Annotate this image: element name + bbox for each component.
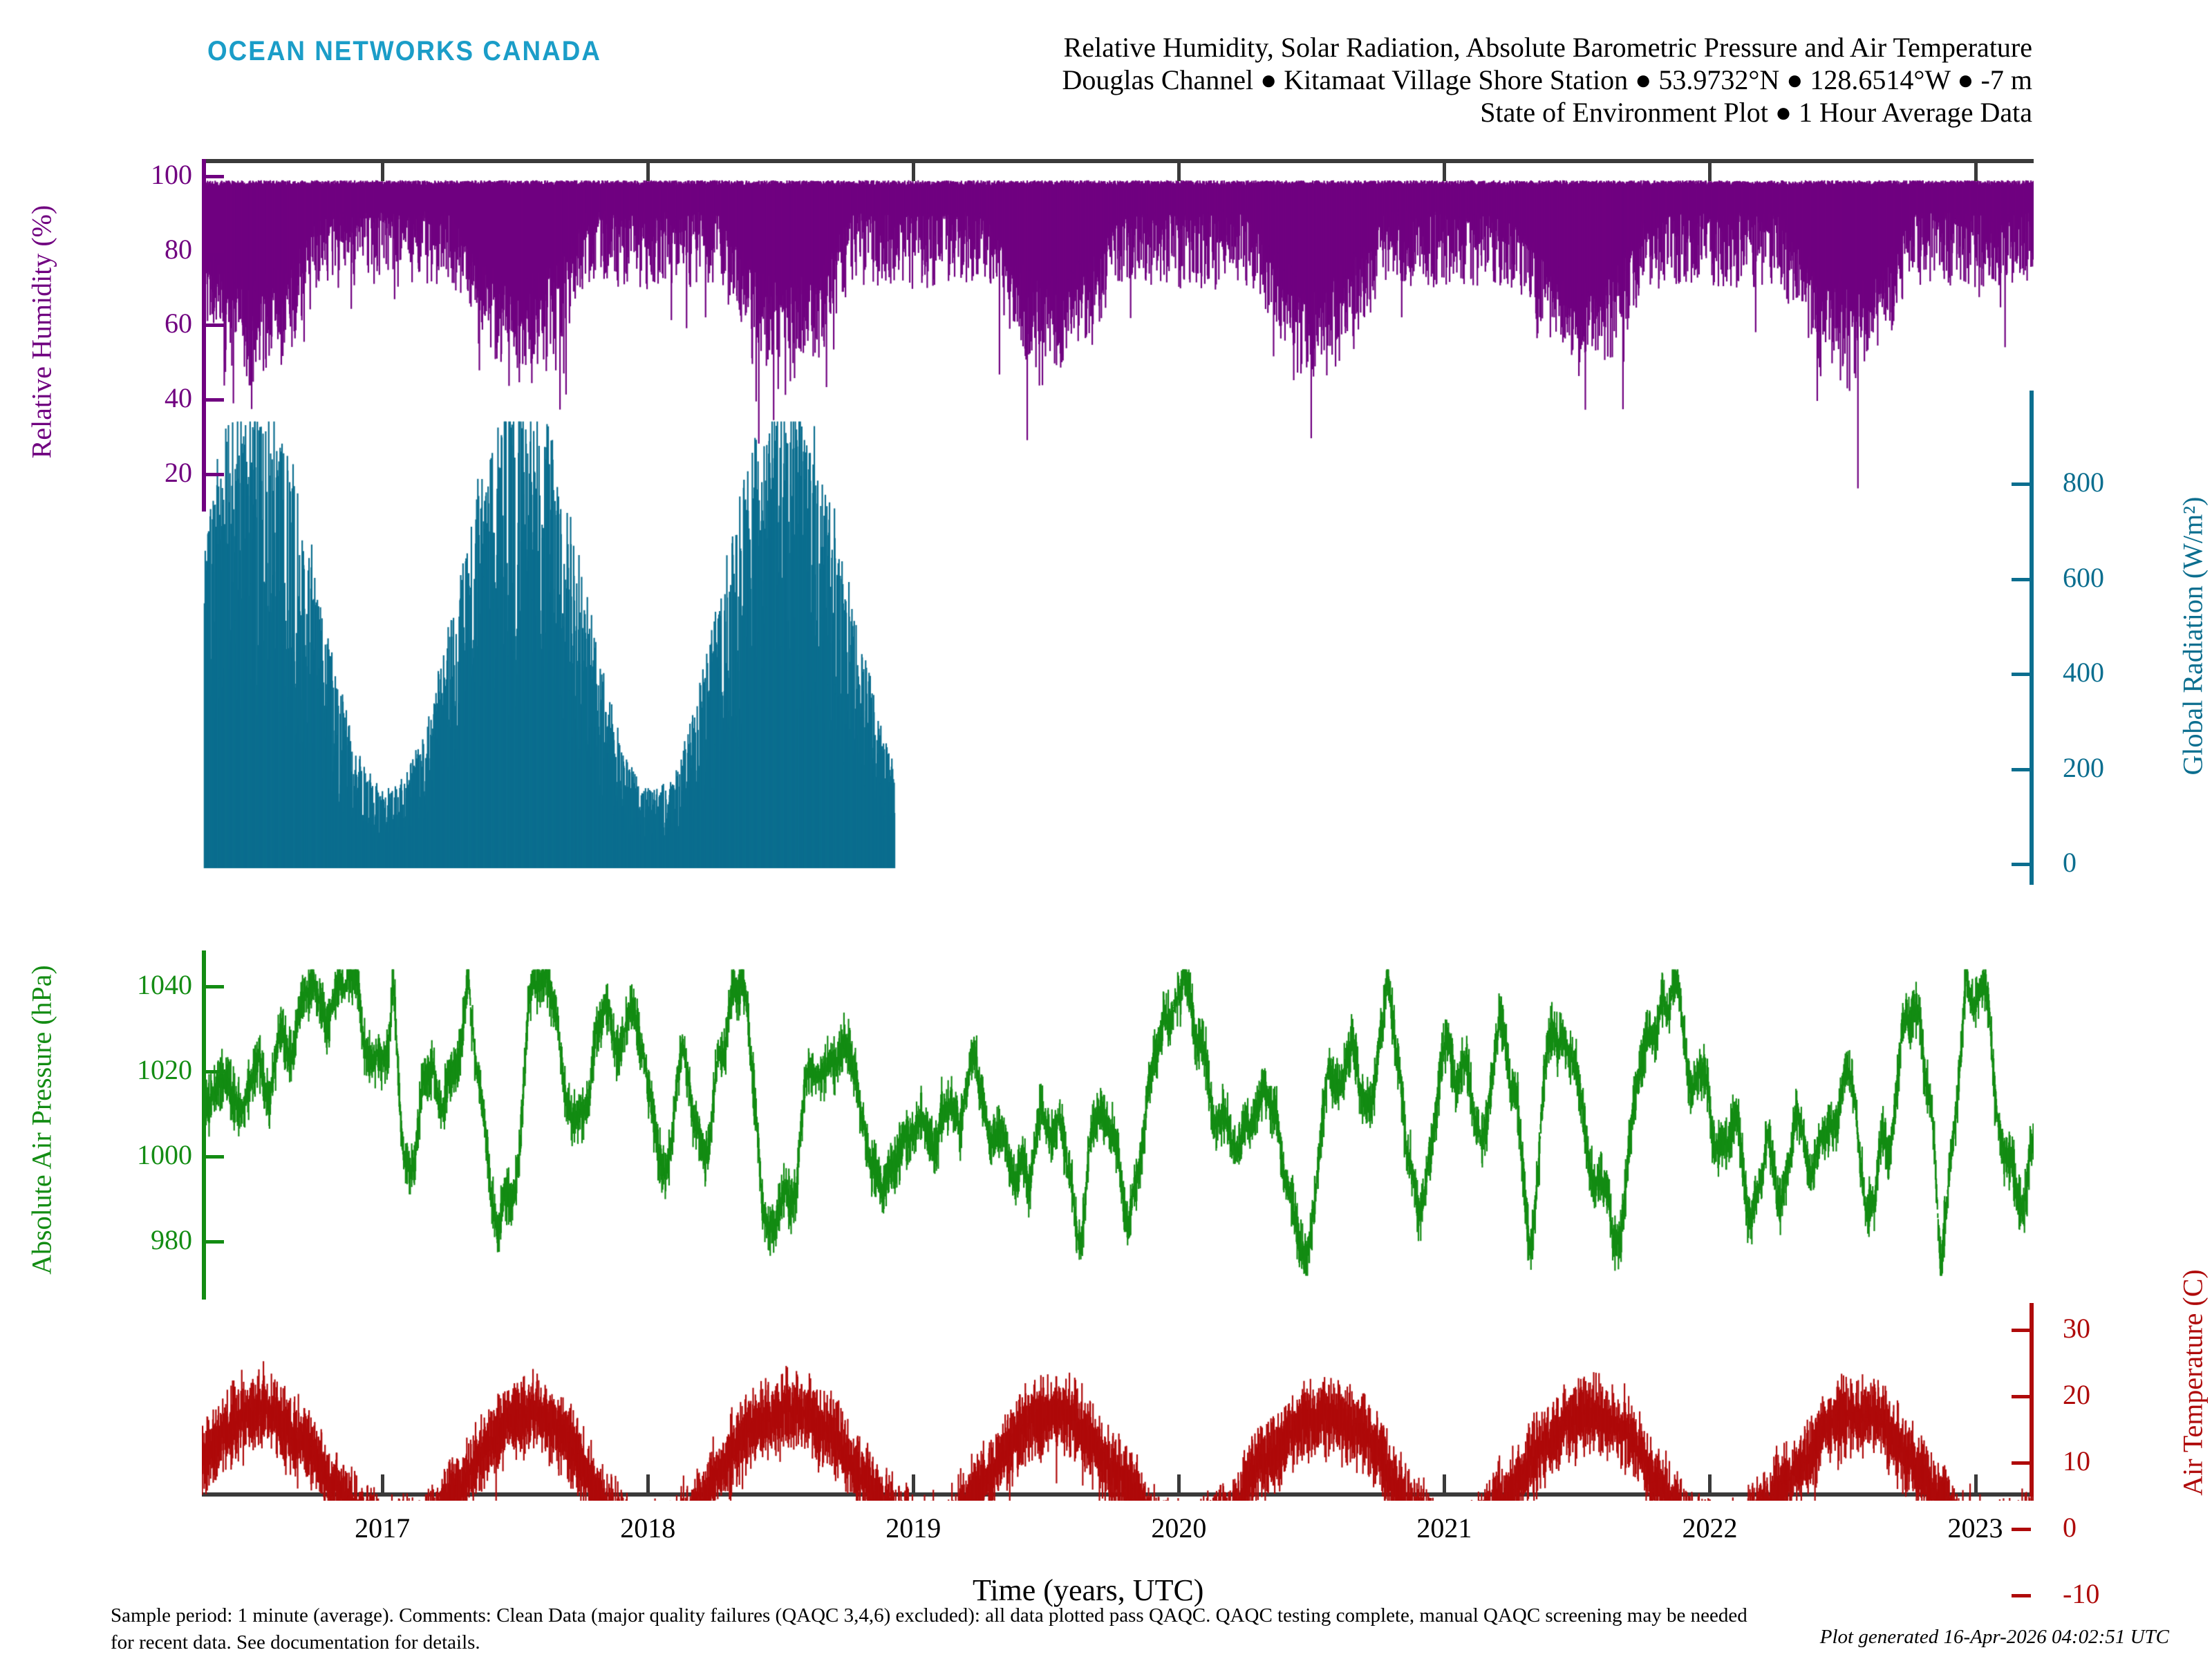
x-tick-label-2017: 2017 — [355, 1512, 411, 1544]
y-tick-label-global-radiation-2: 400 — [2063, 657, 2104, 688]
y-tick-label-air-temperature-4: 30 — [2063, 1312, 2090, 1344]
x-tick-label-2020: 2020 — [1151, 1512, 1207, 1544]
x-tick-label-2023: 2023 — [1947, 1512, 2003, 1544]
y-tick-air-temperature-1 — [2012, 1528, 2031, 1532]
y-tick-global-radiation-2 — [2012, 673, 2031, 676]
x-tick-2023 — [1974, 1474, 1978, 1492]
y-tick-global-radiation-0 — [2012, 863, 2031, 866]
x-tick-2019 — [912, 1474, 916, 1492]
x-tick-label-2018: 2018 — [620, 1512, 676, 1544]
y-tick-label-global-radiation-1: 200 — [2063, 751, 2104, 783]
axis-spine-2 — [202, 950, 206, 1300]
y-tick-label-relative-humidity-2: 60 — [165, 308, 192, 339]
x-tick-2018-top — [646, 163, 650, 181]
axis-spine-0 — [202, 159, 206, 512]
x-tick-label-2022: 2022 — [1682, 1512, 1738, 1544]
plot-title: Relative Humidity, Solar Radiation, Abso… — [1063, 32, 2032, 63]
timeseries-canvas — [202, 163, 2034, 1501]
y-tick-air-temperature-3 — [2012, 1394, 2031, 1398]
y-tick-label-air-temperature-3: 20 — [2063, 1378, 2090, 1410]
y-tick-label-global-radiation-4: 800 — [2063, 467, 2104, 498]
generated-timestamp: Plot generated 16-Apr-2026 04:02:51 UTC — [1819, 1626, 2169, 1648]
y-tick-absolute-air-pressure-1 — [205, 1155, 224, 1159]
y-tick-label-relative-humidity-1: 40 — [165, 382, 192, 414]
footnote-text: Sample period: 1 minute (average). Comme… — [111, 1604, 1747, 1653]
y-tick-label-global-radiation-3: 600 — [2063, 561, 2104, 593]
plot-area — [202, 159, 2034, 1501]
y-tick-absolute-air-pressure-2 — [205, 1070, 224, 1074]
x-tick-2021-top — [1443, 163, 1447, 181]
ocean-networks-canada-logo: OCEAN NETWORKS CANADA — [207, 36, 601, 66]
x-tick-2019-top — [912, 163, 916, 181]
y-tick-label-global-radiation-0: 0 — [2063, 847, 2077, 878]
x-tick-2020 — [1177, 1474, 1181, 1492]
y-tick-label-absolute-air-pressure-1: 1000 — [137, 1139, 192, 1171]
y-tick-label-air-temperature-0: -10 — [2063, 1578, 2100, 1610]
y-tick-air-temperature-2 — [2012, 1461, 2031, 1465]
axis-title-relative-humidity: Relative Humidity (%) — [26, 205, 57, 459]
x-tick-2017 — [381, 1474, 385, 1492]
y-tick-global-radiation-1 — [2012, 767, 2031, 771]
axis-title-absolute-air-pressure: Absolute Air Pressure (hPa) — [26, 965, 57, 1275]
y-tick-label-absolute-air-pressure-0: 980 — [151, 1224, 192, 1256]
y-tick-global-radiation-4 — [2012, 482, 2031, 486]
y-tick-label-absolute-air-pressure-3: 1040 — [137, 969, 192, 1001]
y-tick-label-relative-humidity-4: 100 — [151, 158, 192, 190]
y-tick-global-radiation-3 — [2012, 577, 2031, 581]
y-tick-label-relative-humidity-3: 80 — [165, 233, 192, 265]
y-tick-air-temperature-4 — [2012, 1328, 2031, 1332]
x-tick-2020-top — [1177, 163, 1181, 181]
x-tick-2021 — [1443, 1474, 1447, 1492]
x-tick-2018 — [646, 1474, 650, 1492]
x-axis-title: Time (years, UTC) — [973, 1573, 1204, 1607]
y-tick-absolute-air-pressure-3 — [205, 985, 224, 989]
axis-title-global-radiation: Global Radiation (W/m²) — [2177, 496, 2209, 776]
y-tick-relative-humidity-2 — [205, 324, 224, 328]
axis-title-air-temperature: Air Temperature (C) — [2177, 1269, 2209, 1496]
y-tick-label-relative-humidity-0: 20 — [165, 457, 192, 489]
x-tick-label-2019: 2019 — [885, 1512, 941, 1544]
x-tick-label-2021: 2021 — [1416, 1512, 1472, 1544]
y-tick-label-absolute-air-pressure-2: 1020 — [137, 1054, 192, 1086]
y-tick-label-air-temperature-1: 0 — [2063, 1512, 2077, 1544]
x-tick-2017-top — [381, 163, 385, 181]
plot-subtitle-location: Douglas Channel ● Kitamaat Village Shore… — [1062, 64, 2032, 95]
x-tick-2023-top — [1974, 163, 1978, 181]
x-tick-2022 — [1708, 1474, 1712, 1492]
axis-spine-3 — [2030, 1303, 2034, 1497]
y-tick-air-temperature-0 — [2012, 1594, 2031, 1598]
y-tick-relative-humidity-3 — [205, 249, 224, 253]
y-tick-absolute-air-pressure-0 — [205, 1240, 224, 1244]
plot-subtitle-type: State of Environment Plot ● 1 Hour Avera… — [1480, 96, 2032, 128]
y-tick-label-air-temperature-2: 10 — [2063, 1445, 2090, 1477]
y-tick-relative-humidity-0 — [205, 473, 224, 477]
axis-spine-1 — [2030, 391, 2034, 885]
title-block: Relative Humidity, Solar Radiation, Abso… — [1062, 32, 2032, 129]
y-tick-relative-humidity-1 — [205, 398, 224, 402]
y-tick-relative-humidity-4 — [205, 174, 224, 178]
x-tick-2022-top — [1708, 163, 1712, 181]
